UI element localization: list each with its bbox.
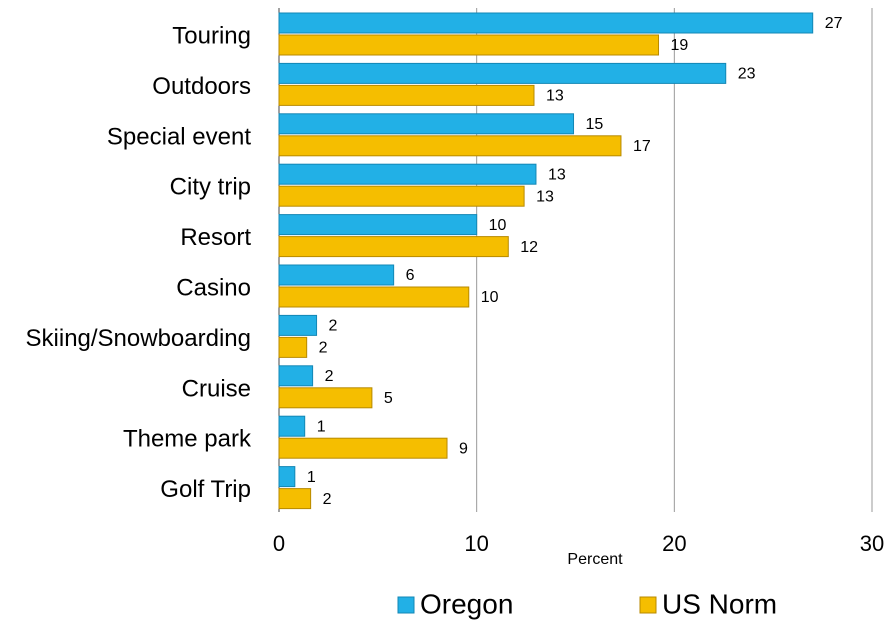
y-tick-label: Resort [180,224,251,251]
data-label: 5 [384,390,393,407]
bar [278,488,312,510]
bar [278,365,314,387]
data-label: 19 [671,37,689,54]
data-label: 9 [459,440,468,457]
y-tick-label: Golf Trip [160,476,251,503]
y-tick-label: Theme park [123,426,252,453]
bar [278,214,478,236]
legend-swatch [639,596,657,614]
x-tick-label: 30 [860,531,884,556]
y-tick-label: Casino [176,275,251,302]
bar [278,387,373,409]
y-tick-label: Outdoors [152,73,251,100]
data-label: 1 [307,469,316,486]
bar [278,336,308,358]
bar [278,163,537,185]
bar [278,314,318,336]
legend-label: US Norm [662,588,777,619]
x-tick-label: 20 [662,531,686,556]
data-label: 2 [323,491,332,508]
bar [278,34,660,56]
bar [278,113,575,135]
y-tick-label: Skiing/Snowboarding [26,325,251,352]
y-tick-label: Cruise [182,375,251,402]
bar [278,135,622,157]
data-label: 13 [548,166,566,183]
data-label: 13 [546,88,564,105]
x-tick-label: 0 [273,531,285,556]
bar [278,62,727,84]
bar [278,415,306,437]
bar [278,12,814,34]
bar [278,466,296,488]
bar [278,286,470,308]
data-label: 17 [633,138,651,155]
y-tick-label: Touring [172,23,251,50]
data-label: 23 [738,66,756,83]
data-label: 15 [586,116,604,133]
bar [278,185,525,207]
legend-swatch [397,596,415,614]
data-label: 12 [520,239,538,256]
bar [278,264,395,286]
data-label: 27 [825,15,843,32]
y-tick-label: City trip [170,174,251,201]
y-tick-label: Special event [107,123,251,150]
bar [278,84,535,106]
data-label: 10 [481,289,499,306]
x-tick-label: 10 [464,531,488,556]
bar [278,236,509,258]
data-label: 2 [329,318,338,335]
bar [278,437,448,459]
legend-label: Oregon [420,588,513,619]
data-label: 1 [317,418,326,435]
x-axis-label: Percent [567,551,623,568]
data-label: 10 [489,217,507,234]
data-label: 6 [406,267,415,284]
data-label: 2 [319,340,328,357]
data-label: 13 [536,188,554,205]
data-label: 2 [325,368,334,385]
